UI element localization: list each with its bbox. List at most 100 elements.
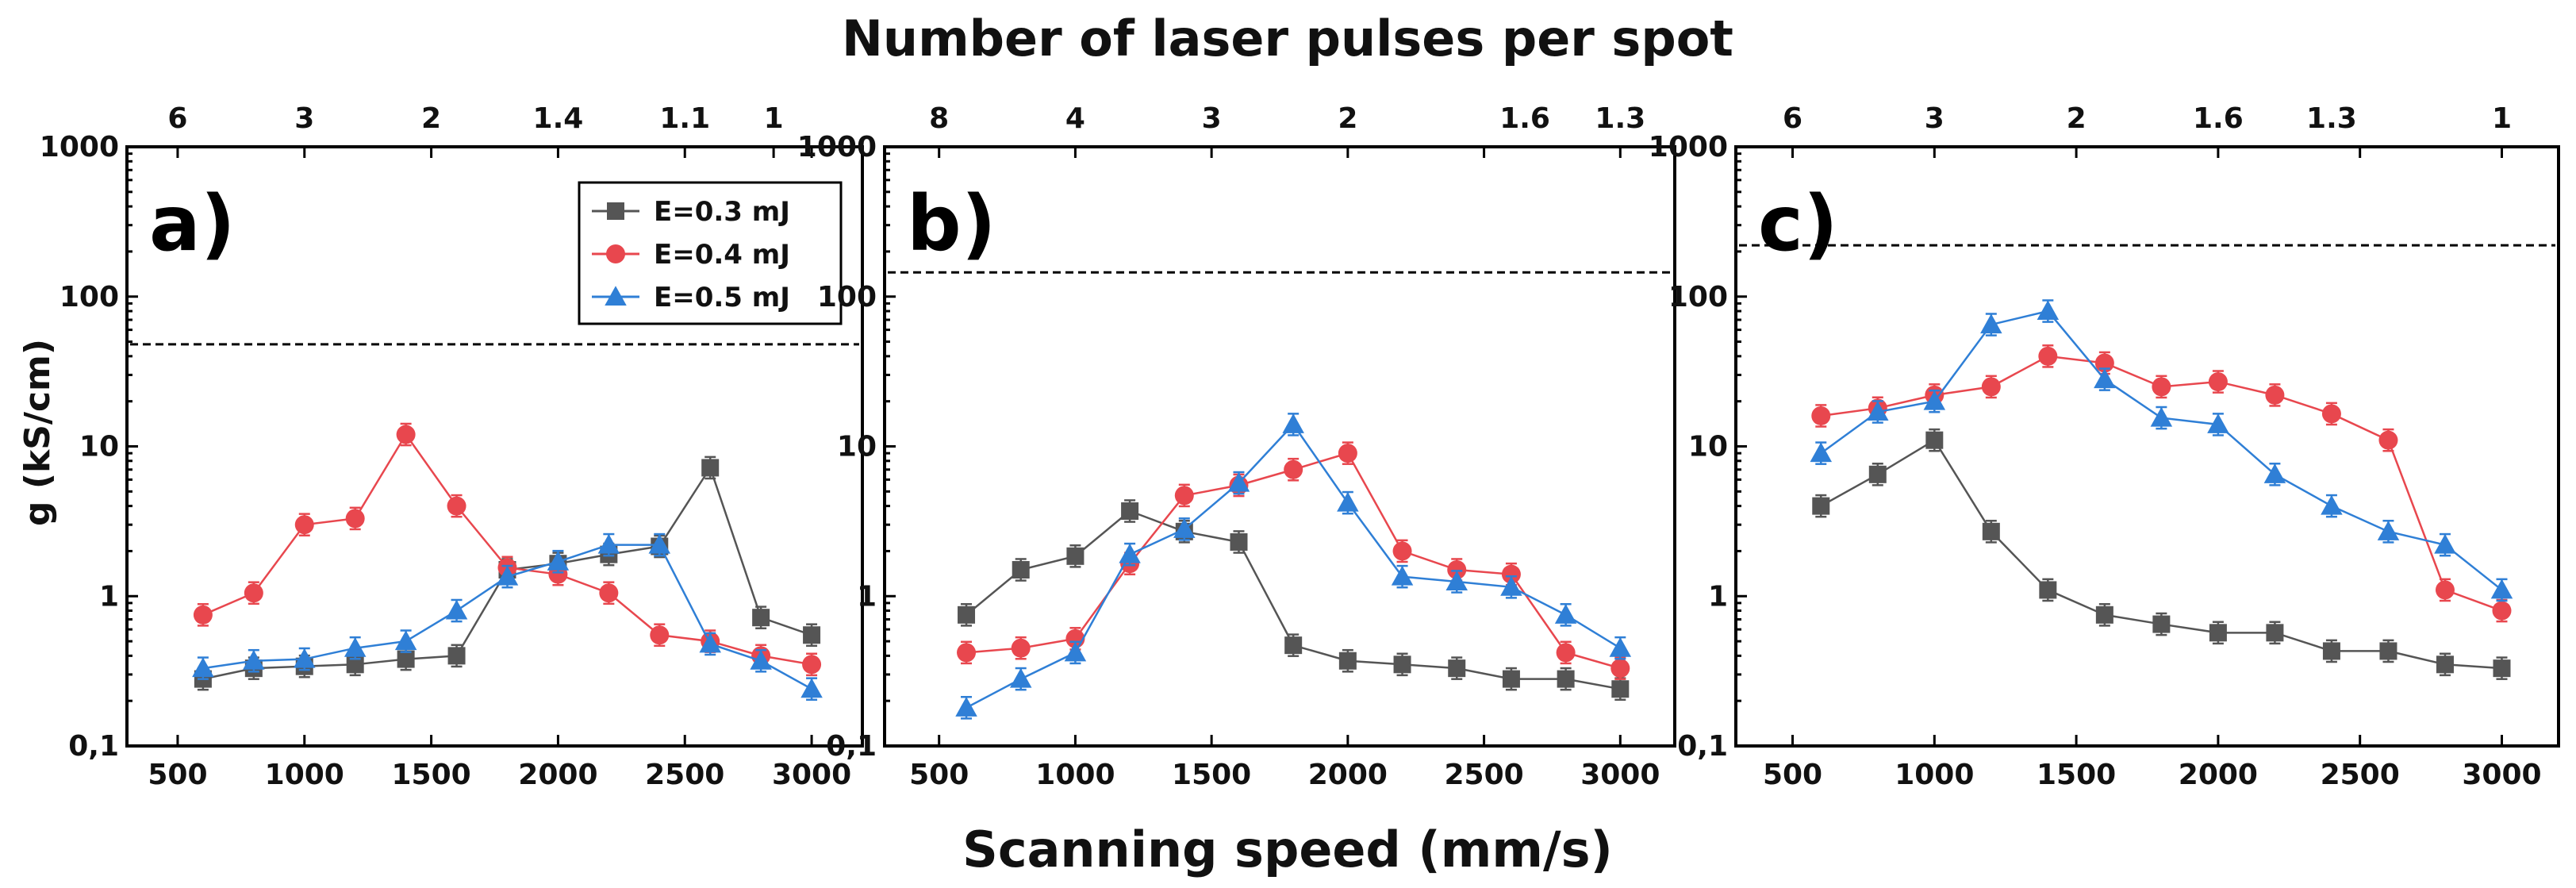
panel-b-series-e-0-4-mj-point bbox=[1284, 459, 1303, 479]
panel-b-series-e-0-5-mj-point bbox=[1445, 571, 1468, 590]
panel-c-y-tick-label: 1 bbox=[1708, 580, 1728, 613]
panel-b-series-e-0-3-mj-point bbox=[1502, 670, 1520, 688]
panel-b-series-e-0-3-mj-line bbox=[966, 509, 1621, 690]
panel-c-series-e-0-3-mj-point bbox=[2266, 624, 2284, 642]
panel-a-series-e-0-3-mj-point bbox=[397, 650, 415, 668]
panel-c-x-tick-label: 3000 bbox=[2462, 759, 2541, 791]
panel-c-frame bbox=[1734, 145, 2560, 748]
panel-b-series-e-0-5-mj-point bbox=[1282, 413, 1304, 433]
panel-c-series-e-0-3-mj-point bbox=[2152, 615, 2171, 633]
panel-c-series-e-0-4-mj-point bbox=[2321, 404, 2341, 424]
panel-b-series-e-0-3-mj-point bbox=[1611, 680, 1630, 698]
panel-a-legend-label: E=0.3 mJ bbox=[654, 196, 790, 228]
y-axis-label: g (kS/cm) bbox=[17, 339, 58, 526]
panel-b-series-e-0-4-mj-point bbox=[1392, 541, 1412, 561]
panel-c-series-e-0-5-mj-point bbox=[2377, 521, 2400, 540]
panel-b-series-e-0-3-mj-point bbox=[1121, 502, 1139, 521]
panel-a-series-e-0-4-mj-point bbox=[599, 583, 619, 603]
panel-b-series-e-0-5-mj-point bbox=[1009, 667, 1032, 688]
panel-c-series-e-0-4-mj-point bbox=[2492, 601, 2512, 621]
panel-a-series-e-0-3-mj-point bbox=[447, 647, 466, 665]
panel-c-top-tick-label: 3 bbox=[1925, 102, 1944, 135]
panel-b-top-tick-label: 4 bbox=[1065, 102, 1085, 135]
panel-a-y-tick-label: 1000 bbox=[40, 131, 119, 163]
panel-a-series-e-0-4-mj-point bbox=[193, 605, 213, 625]
panel-c-series-e-0-5-mj-point bbox=[2037, 300, 2060, 321]
panel-a-series-e-0-4-mj-point bbox=[294, 515, 314, 535]
panel-a-series-e-0-5-mj-point bbox=[750, 650, 772, 670]
panel-c-series-e-0-4-mj-point bbox=[2208, 372, 2228, 392]
panel-a-series-e-0-5-mj-point bbox=[699, 632, 721, 653]
panel-b-series-e-0-4-mj-point bbox=[1174, 486, 1194, 506]
panel-c-series-e-0-5-mj-line bbox=[1820, 309, 2503, 591]
panel-a-series-e-0-5-mj-point bbox=[344, 636, 367, 657]
panel-c-series-e-0-3-mj-point bbox=[2436, 655, 2454, 674]
panel-b-series-e-0-3-mj-point bbox=[1393, 655, 1411, 674]
panel-a-series-e-0-5-mj-point bbox=[445, 599, 468, 620]
panel-a-series-e-0-5-mj-point bbox=[547, 551, 570, 571]
panel-a-series-e-0-5-mj-point bbox=[496, 565, 519, 586]
panel-c-series-e-0-3-mj-point bbox=[1982, 522, 2000, 540]
panel-a-series-e-0-4-mj-point bbox=[345, 509, 365, 529]
panel-c-series-e-0-5-mj-point bbox=[2207, 413, 2229, 433]
panel-c-series-e-0-3-mj-point bbox=[2493, 659, 2511, 678]
panel-b-series-e-0-5-mj-point bbox=[1064, 641, 1087, 662]
panel-a-x-tick-label: 3000 bbox=[772, 759, 851, 791]
panel-c-series-e-0-3-mj-point bbox=[2379, 642, 2397, 660]
panel-c-series-e-0-3-mj-point bbox=[2039, 581, 2057, 599]
panel-a-series-e-0-4-mj-point bbox=[396, 425, 416, 444]
panel-b-y-tick-label: 1000 bbox=[797, 131, 877, 163]
panel-b-series-e-0-3-mj-point bbox=[958, 605, 976, 624]
panel-c-label: c) bbox=[1758, 179, 1838, 268]
panel-c-top-tick-label: 1 bbox=[2492, 102, 2512, 135]
panel-c-x-tick-label: 1500 bbox=[2037, 759, 2116, 791]
panel-a-series-e-0-4-mj-point bbox=[650, 625, 670, 645]
panel-b-frame bbox=[883, 145, 1676, 748]
panel-a-series-e-0-4-mj-line bbox=[202, 432, 812, 666]
panel-a-series-e-0-4-mj bbox=[193, 422, 822, 677]
panel-c-y-tick-label: 100 bbox=[1668, 281, 1728, 313]
panel-b-series-e-0-5-mj-point bbox=[1227, 471, 1250, 492]
panel-b-series-e-0-5-mj-point bbox=[1554, 604, 1577, 624]
panel-b-top-tick-label: 1.6 bbox=[1499, 102, 1550, 135]
panel-c-series-e-0-4-mj-point bbox=[1981, 377, 2001, 397]
panel-c-series-e-0-5-mj-point bbox=[2150, 406, 2173, 427]
panel-a-legend-marker bbox=[606, 244, 625, 263]
panel-a-series-e-0-5-mj-point bbox=[394, 630, 417, 651]
panel-a-legend-marker bbox=[605, 286, 627, 306]
panel-b-series-e-0-4-mj-point bbox=[1447, 560, 1467, 580]
panel-c-series-e-0-5-mj-point bbox=[2321, 494, 2343, 515]
panel-c-y-tick-label: 1000 bbox=[1649, 131, 1728, 163]
panel-a-x-tick-label: 1000 bbox=[265, 759, 344, 791]
panel-c-series-e-0-5-mj-point bbox=[2434, 533, 2456, 554]
panel-b-series-e-0-5-mj-point bbox=[1173, 518, 1196, 538]
panel-a-series-e-0-3-mj-point bbox=[752, 609, 770, 627]
panel-b-series-e-0-5-mj-point bbox=[1119, 543, 1141, 563]
panel-a-series-e-0-3-mj-point bbox=[346, 655, 364, 674]
panel-c-series-e-0-5-mj-point bbox=[2490, 579, 2513, 599]
panel-c-series-e-0-5-mj-point bbox=[1980, 313, 2002, 334]
panel-a-series-e-0-4-mj-point bbox=[244, 583, 263, 603]
panel-c-series-e-0-3-mj-point bbox=[1812, 497, 1830, 515]
panel-c: 500 1000 1500 2000 2500 3000 6 3 2 1.6 1.3 1 0,1 1 10 1… bbox=[1649, 102, 2560, 791]
panel-a: 500 1000 1500 2000 2500 3000 6 3 2 1.4 1.1 1 0,1 1 10 1… bbox=[40, 102, 864, 791]
panel-a-legend: E=0.3 mJ E=0.4 mJ E=0.5 mJ bbox=[578, 181, 843, 325]
panel-b-series-e-0-5-mj-point bbox=[1500, 576, 1522, 596]
panel-c-series-e-0-3-mj-point bbox=[1868, 465, 1887, 483]
panel-b-series-e-0-5-mj-point bbox=[1609, 636, 1632, 657]
panel-b-series-e-0-5-mj-point bbox=[955, 697, 977, 717]
panel-b-series-e-0-5-mj-point bbox=[1337, 491, 1359, 512]
panel-b-series-e-0-4-mj-point bbox=[1501, 564, 1521, 584]
panel-c-series-e-0-5-mj-point bbox=[1923, 390, 1946, 410]
panel-b-top-tick-label: 1.3 bbox=[1595, 102, 1645, 135]
panel-c-top-tick-label: 1.3 bbox=[2306, 102, 2357, 135]
panel-a-series-e-0-5-mj-point bbox=[648, 533, 671, 554]
panel-a-legend-label: E=0.5 mJ bbox=[654, 282, 790, 313]
panel-c-series-e-0-4-mj-point bbox=[1811, 406, 1831, 425]
panel-a-top-tick-label: 2 bbox=[421, 102, 441, 135]
panel-a-top-tick-label: 1 bbox=[764, 102, 784, 135]
panel-b-top-tick-label: 3 bbox=[1202, 102, 1222, 135]
panel-a-series-e-0-5-mj bbox=[192, 532, 823, 702]
panel-c-y-tick-label: 0,1 bbox=[1677, 730, 1728, 763]
panel-c-x-tick-label: 500 bbox=[1763, 759, 1822, 791]
